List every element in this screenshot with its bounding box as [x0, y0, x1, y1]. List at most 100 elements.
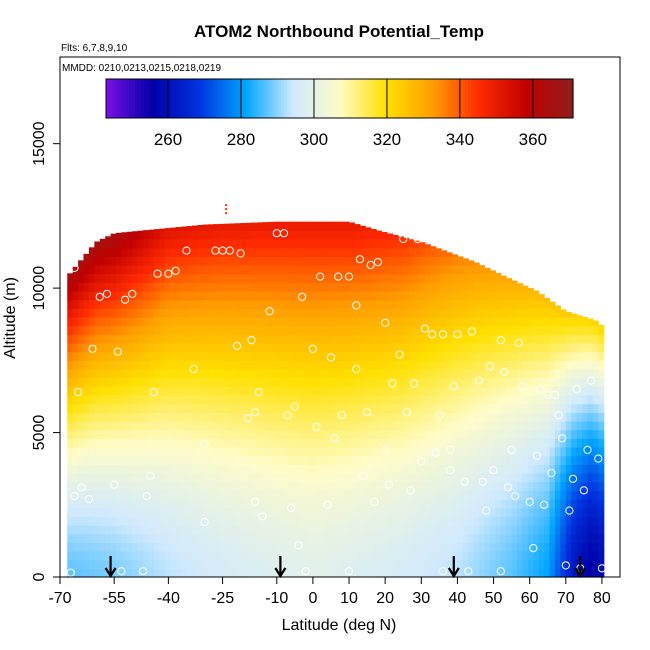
heatmap-cell [565, 317, 572, 327]
heatmap-cell [408, 395, 415, 405]
heatmap-cell [419, 516, 426, 526]
heatmap-cell [153, 299, 160, 309]
heatmap-cell [489, 568, 496, 578]
heatmap-cell [560, 386, 567, 396]
heatmap-cell [522, 343, 529, 353]
heatmap-cell [598, 324, 605, 327]
heatmap-cell [278, 256, 285, 266]
heatmap-cell [452, 542, 459, 552]
heatmap-cell [316, 499, 323, 509]
heatmap-cell [462, 403, 469, 413]
heatmap-cell [430, 334, 437, 344]
heatmap-cell [235, 525, 242, 535]
heatmap-cell [424, 403, 431, 413]
heatmap-cell [246, 403, 253, 413]
heatmap-cell [294, 542, 301, 552]
heatmap-cell [473, 273, 480, 283]
heatmap-cell [197, 412, 204, 422]
heatmap-cell [582, 421, 589, 431]
heatmap-cell [235, 490, 242, 500]
heatmap-cell [202, 369, 209, 379]
heatmap-cell [67, 559, 74, 569]
heatmap-cell [148, 421, 155, 431]
colorbar-segment [564, 79, 568, 118]
heatmap-cell [381, 473, 388, 483]
heatmap-cell [560, 309, 567, 318]
heatmap-cell [83, 525, 90, 535]
heatmap-cell [576, 507, 583, 517]
heatmap-cell [267, 395, 274, 405]
heatmap-cell [392, 325, 399, 335]
heatmap-cell [392, 234, 399, 240]
heatmap-cell [267, 542, 274, 552]
sample-point [464, 567, 473, 576]
heatmap-cell [517, 343, 524, 353]
heatmap-cell [571, 421, 578, 431]
heatmap-cell [289, 542, 296, 552]
heatmap-cell [587, 455, 594, 465]
heatmap-cell [484, 317, 491, 327]
heatmap-cell [121, 403, 128, 413]
heatmap-cell [202, 291, 209, 301]
heatmap-cell [88, 429, 95, 439]
heatmap-cell [587, 334, 594, 344]
heatmap-cell [99, 559, 106, 569]
heatmap-cell [294, 386, 301, 396]
heatmap-cell [392, 481, 399, 491]
heatmap-cell [289, 325, 296, 335]
heatmap-cell [370, 325, 377, 335]
heatmap-cell [240, 265, 247, 275]
colorbar-segment [237, 79, 241, 118]
heatmap-cell [441, 447, 448, 457]
heatmap-cell [191, 291, 198, 301]
heatmap-cell [202, 447, 209, 457]
heatmap-cell [256, 551, 263, 561]
heatmap-cell [582, 351, 589, 361]
heatmap-cell [582, 525, 589, 535]
heatmap-cell [576, 403, 583, 413]
sample-point [500, 367, 509, 376]
heatmap-cell [592, 369, 599, 379]
heatmap-cell [224, 525, 231, 535]
colorbar-segment [132, 79, 136, 118]
colorbar-segment [269, 79, 273, 118]
heatmap-cell [88, 490, 95, 500]
heatmap-cell [484, 507, 491, 517]
heatmap-cell [392, 386, 399, 396]
heatmap-cell [159, 239, 166, 249]
heatmap-cell [430, 351, 437, 361]
heatmap-cell [235, 308, 242, 318]
heatmap-cell [153, 343, 160, 353]
heatmap-cell [397, 282, 404, 292]
heatmap-cell [457, 325, 464, 335]
colorbar-segment [286, 79, 291, 118]
heatmap-cell [408, 507, 415, 517]
heatmap-cell [121, 559, 128, 569]
heatmap-cell [517, 283, 524, 292]
heatmap-cell [549, 551, 556, 561]
heatmap-cell [571, 490, 578, 500]
heatmap-cell [273, 395, 280, 405]
heatmap-cell [267, 221, 274, 231]
heatmap-cell [67, 282, 74, 292]
heatmap-cell [305, 334, 312, 344]
heatmap-cell [116, 525, 123, 535]
heatmap-cell [408, 386, 415, 396]
heatmap-cell [435, 360, 442, 370]
heatmap-cell [148, 386, 155, 396]
heatmap-cell [549, 525, 556, 535]
heatmap-cell [159, 360, 166, 370]
heatmap-cell [349, 525, 356, 535]
heatmap-cell [148, 317, 155, 327]
heatmap-cell [321, 464, 328, 474]
heatmap-cell [321, 507, 328, 517]
heatmap-cell [229, 551, 236, 561]
heatmap-cell [300, 273, 307, 283]
heatmap-cell [78, 299, 85, 309]
colorbar-segment [488, 79, 492, 118]
heatmap-cell [278, 334, 285, 344]
heatmap-cell [132, 421, 139, 431]
heatmap-cell [452, 360, 459, 370]
heatmap-cell [191, 403, 198, 413]
